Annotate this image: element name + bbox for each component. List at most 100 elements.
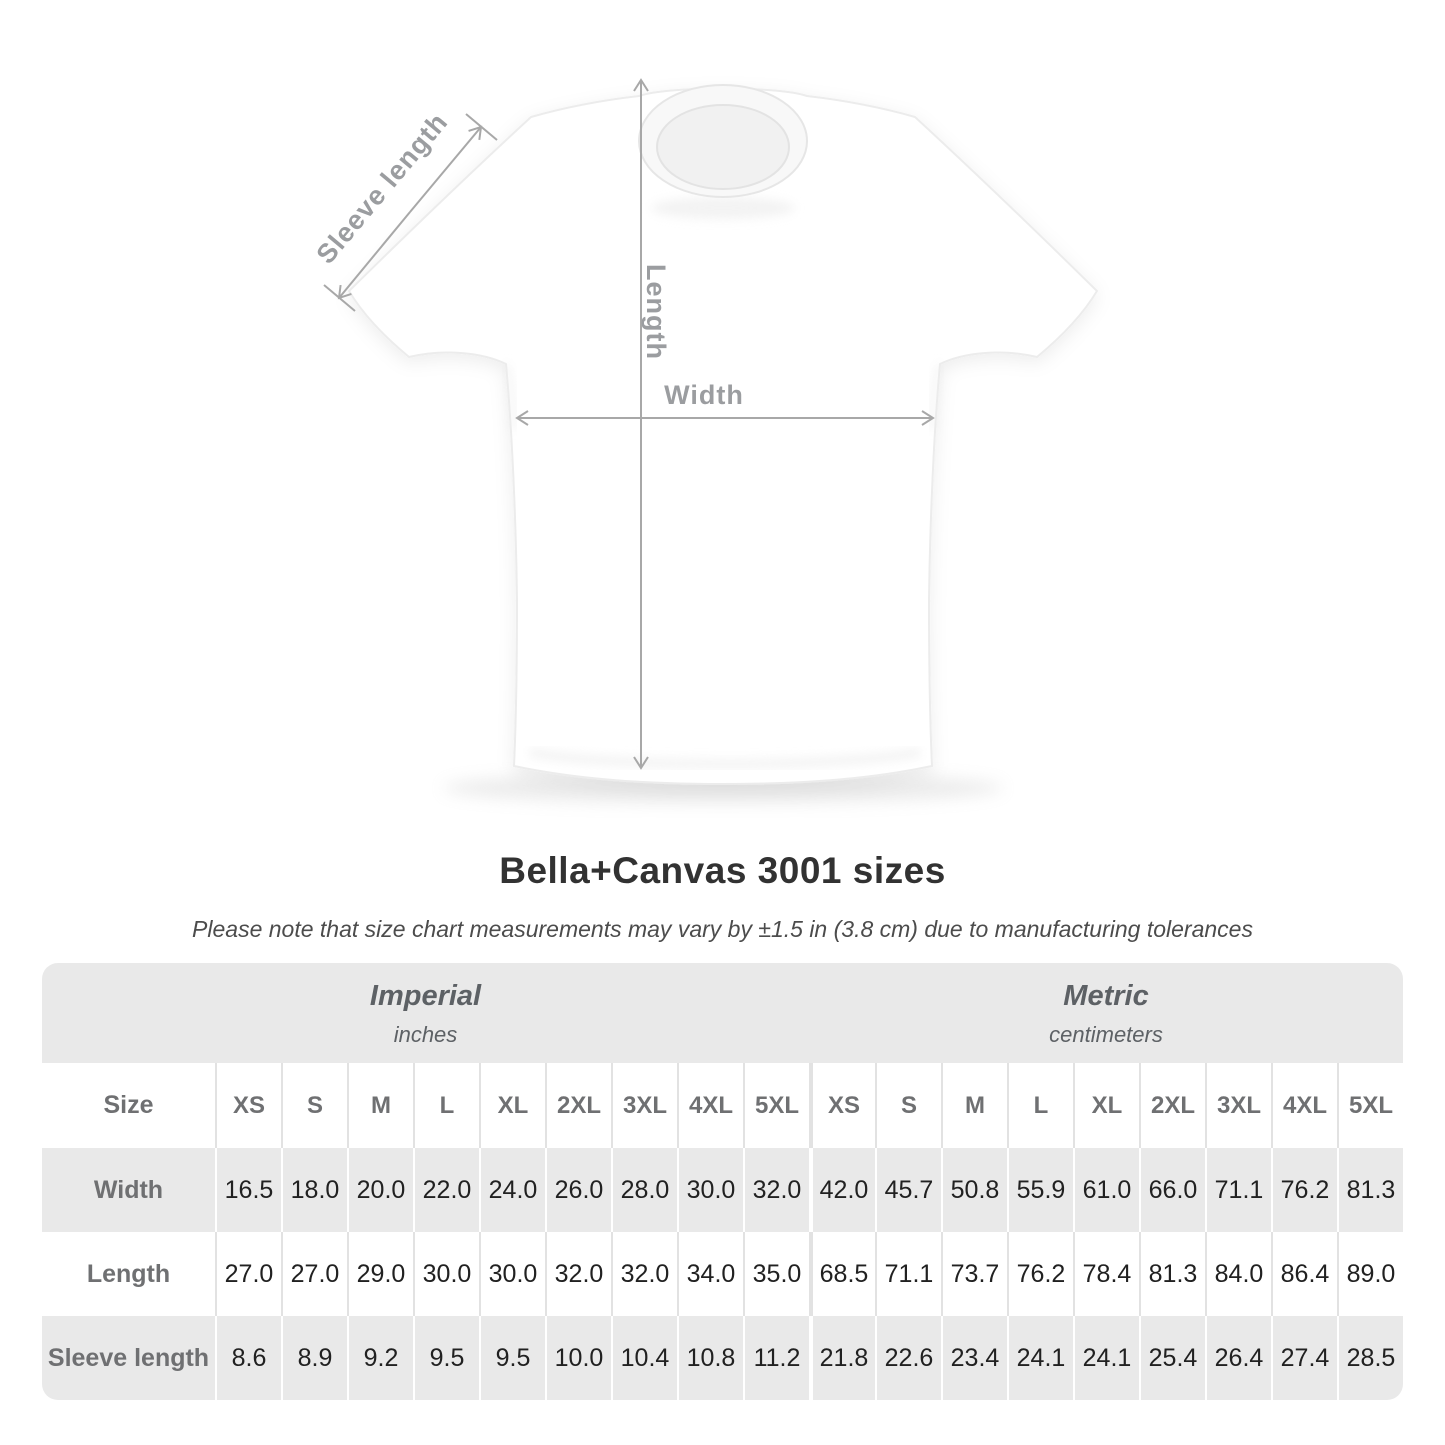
value-cell: 22.6 — [875, 1316, 941, 1400]
value-cell: 9.5 — [413, 1316, 479, 1400]
under-collar-shade — [651, 197, 795, 219]
size-col-header: 5XL — [743, 1063, 809, 1148]
row-label: Width — [42, 1148, 215, 1232]
value-cell: 27.0 — [281, 1232, 347, 1316]
value-cell: 27.0 — [215, 1232, 281, 1316]
value-cell: 78.4 — [1073, 1232, 1139, 1316]
tshirt-figure: Sleeve length Length Width — [310, 78, 1099, 803]
imperial-section-title: Imperial — [369, 980, 482, 1012]
row-label: Length — [42, 1232, 215, 1316]
value-cell: 81.3 — [1139, 1232, 1205, 1316]
length-label: Length — [641, 264, 671, 360]
width-label: Width — [664, 380, 744, 410]
value-cell: 50.8 — [941, 1148, 1007, 1232]
value-cell: 42.0 — [809, 1148, 875, 1232]
value-cell: 73.7 — [941, 1232, 1007, 1316]
value-cell: 24.1 — [1007, 1316, 1073, 1400]
size-col-header: XL — [1073, 1063, 1139, 1148]
value-cell: 9.5 — [479, 1316, 545, 1400]
tshirt-body — [347, 87, 1099, 786]
value-cell: 21.8 — [809, 1316, 875, 1400]
left-armpit-crease — [503, 363, 516, 431]
size-col-header: XS — [809, 1063, 875, 1148]
page-title: Bella+Canvas 3001 sizes — [499, 850, 946, 891]
value-cell: 45.7 — [875, 1148, 941, 1232]
value-cell: 10.0 — [545, 1316, 611, 1400]
value-cell: 23.4 — [941, 1316, 1007, 1400]
size-col-header: L — [413, 1063, 479, 1148]
size-col-header: 4XL — [1271, 1063, 1337, 1148]
value-cell: 35.0 — [743, 1232, 809, 1316]
value-cell: 34.0 — [677, 1232, 743, 1316]
value-cell: 29.0 — [347, 1232, 413, 1316]
value-cell: 71.1 — [1205, 1148, 1271, 1232]
value-cell: 32.0 — [611, 1232, 677, 1316]
row-label: Sleeve length — [42, 1316, 215, 1400]
value-cell: 28.0 — [611, 1148, 677, 1232]
value-cell: 86.4 — [1271, 1232, 1337, 1316]
sleeve-dimension-line-down — [337, 211, 411, 300]
unit-section-imperial: Imperial inches — [42, 963, 809, 1063]
size-col-header: 2XL — [545, 1063, 611, 1148]
value-cell: 81.3 — [1337, 1148, 1403, 1232]
size-col-header: S — [875, 1063, 941, 1148]
dimension-lines — [323, 78, 935, 770]
value-cell: 66.0 — [1139, 1148, 1205, 1232]
size-col-header: 3XL — [611, 1063, 677, 1148]
value-cell: 26.0 — [545, 1148, 611, 1232]
value-cell: 26.4 — [1205, 1316, 1271, 1400]
value-cell: 32.0 — [743, 1148, 809, 1232]
tolerance-note: Please note that size chart measurements… — [192, 916, 1253, 942]
size-col-header: S — [281, 1063, 347, 1148]
shirt-ground-shadow — [443, 773, 1003, 803]
value-cell: 84.0 — [1205, 1232, 1271, 1316]
value-cell: 28.5 — [1337, 1316, 1403, 1400]
value-cell: 8.9 — [281, 1316, 347, 1400]
value-cell: 25.4 — [1139, 1316, 1205, 1400]
value-cell: 24.0 — [479, 1148, 545, 1232]
size-col-header: XL — [479, 1063, 545, 1148]
value-cell: 27.4 — [1271, 1316, 1337, 1400]
value-cell: 30.0 — [479, 1232, 545, 1316]
value-cell: 10.8 — [677, 1316, 743, 1400]
size-col-header: 4XL — [677, 1063, 743, 1148]
size-col-header: 2XL — [1139, 1063, 1205, 1148]
sleeve-extension-tick-bottom — [323, 284, 356, 312]
value-cell: 11.2 — [743, 1316, 809, 1400]
size-col-header: 3XL — [1205, 1063, 1271, 1148]
value-cell: 71.1 — [875, 1232, 941, 1316]
collar-opening — [656, 104, 790, 190]
metric-section-unit: centimeters — [1049, 1022, 1163, 1047]
size-row-label: Size — [42, 1063, 215, 1148]
size-col-header: M — [347, 1063, 413, 1148]
sleeve-extension-tick-top — [465, 113, 498, 141]
size-col-header: M — [941, 1063, 1007, 1148]
sleeve-dimension-line-up — [409, 125, 483, 213]
hem-shade — [529, 747, 921, 769]
tshirt-diagram: Sleeve length Length Width — [310, 78, 1099, 803]
unit-section-metric: Metric centimeters — [809, 963, 1403, 1063]
value-cell: 18.0 — [281, 1148, 347, 1232]
value-cell: 89.0 — [1337, 1232, 1403, 1316]
metric-section-title: Metric — [1063, 980, 1149, 1012]
value-cell: 61.0 — [1073, 1148, 1139, 1232]
value-cell: 30.0 — [677, 1148, 743, 1232]
size-table: Imperial inches Metric centimeters Size X… — [42, 963, 1403, 1400]
size-col-header: 5XL — [1337, 1063, 1403, 1148]
value-cell: 30.0 — [413, 1232, 479, 1316]
value-cell: 32.0 — [545, 1232, 611, 1316]
imperial-section-unit: inches — [393, 1022, 458, 1047]
value-cell: 24.1 — [1073, 1316, 1139, 1400]
value-cell: 76.2 — [1007, 1232, 1073, 1316]
value-cell: 8.6 — [215, 1316, 281, 1400]
value-cell: 20.0 — [347, 1148, 413, 1232]
value-cell: 22.0 — [413, 1148, 479, 1232]
value-cell: 10.4 — [611, 1316, 677, 1400]
value-cell: 68.5 — [809, 1232, 875, 1316]
value-cell: 9.2 — [347, 1316, 413, 1400]
value-cell: 16.5 — [215, 1148, 281, 1232]
size-col-header: XS — [215, 1063, 281, 1148]
value-cell: 55.9 — [1007, 1148, 1073, 1232]
value-cell: 76.2 — [1271, 1148, 1337, 1232]
